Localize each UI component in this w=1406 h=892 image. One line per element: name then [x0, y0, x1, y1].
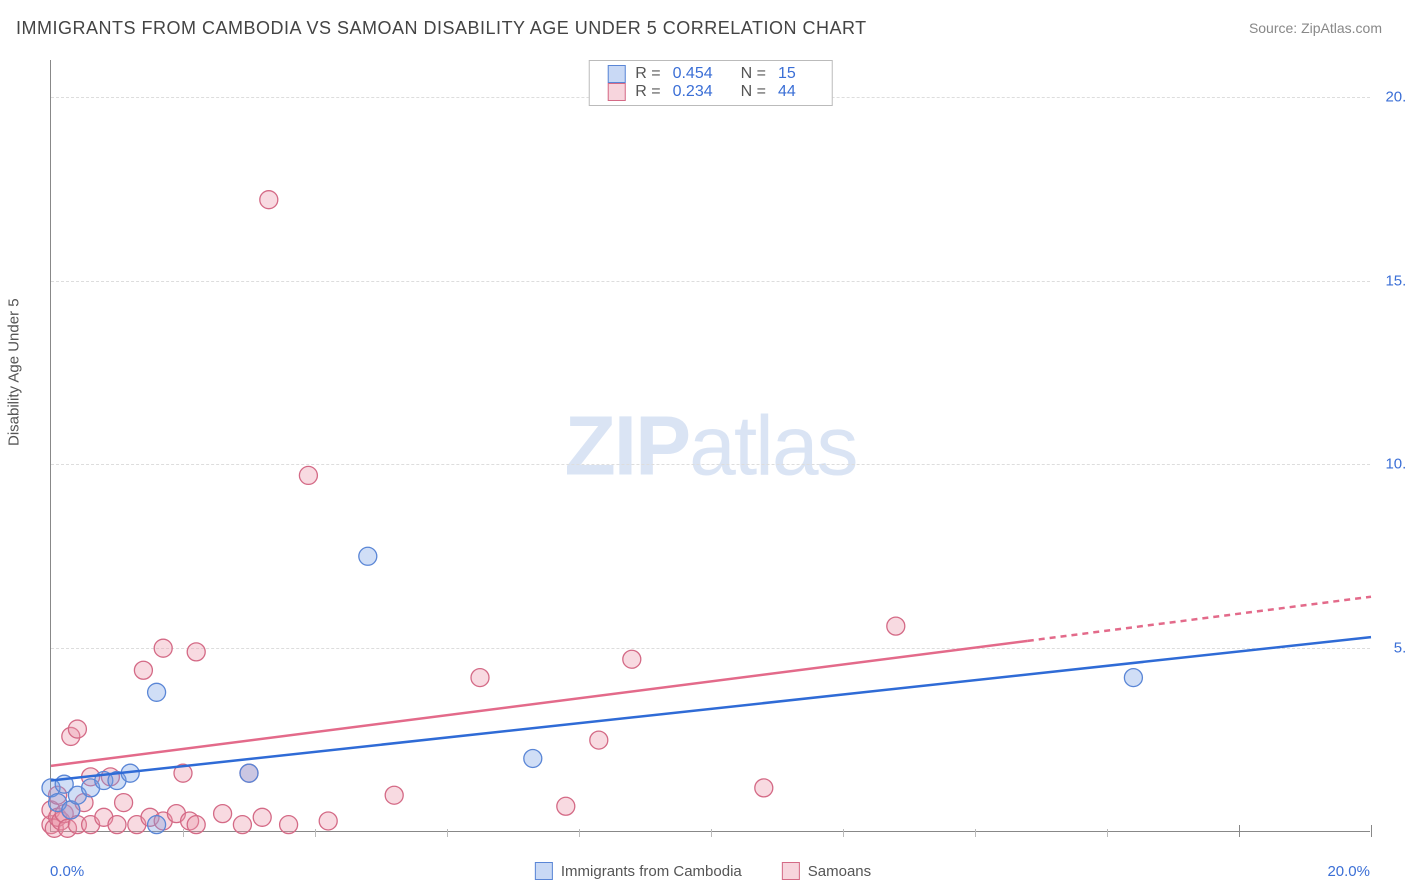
data-point: [755, 779, 773, 797]
n-label: N =: [741, 83, 766, 101]
data-point: [887, 617, 905, 635]
data-point: [148, 683, 166, 701]
data-point: [115, 794, 133, 812]
r-label: R =: [635, 83, 660, 101]
xtick-major: [1371, 825, 1372, 837]
stats-legend: R = 0.454 N = 15 R = 0.234 N = 44: [588, 60, 833, 106]
legend-label-blue: Immigrants from Cambodia: [561, 863, 742, 880]
n-label: N =: [741, 65, 766, 83]
legend-item-blue: Immigrants from Cambodia: [535, 862, 742, 880]
yaxis-label: Disability Age Under 5: [6, 298, 23, 446]
data-point: [280, 816, 298, 834]
swatch-pink: [607, 83, 625, 101]
data-point: [557, 797, 575, 815]
ytick-label: 15.0%: [1385, 272, 1406, 289]
plot-area: ZIPatlas 5.0%10.0%15.0%20.0% R = 0.454 N…: [50, 60, 1370, 832]
data-point: [590, 731, 608, 749]
ytick-label: 10.0%: [1385, 456, 1406, 473]
legend-item-pink: Samoans: [782, 862, 871, 880]
data-point: [148, 816, 166, 834]
chart-title: IMMIGRANTS FROM CAMBODIA VS SAMOAN DISAB…: [16, 18, 867, 39]
data-point: [154, 639, 172, 657]
data-point: [385, 786, 403, 804]
data-point: [187, 816, 205, 834]
data-point: [187, 643, 205, 661]
n-value-blue: 15: [778, 65, 796, 83]
data-point: [134, 661, 152, 679]
data-point: [299, 466, 317, 484]
data-point: [108, 816, 126, 834]
data-point: [260, 191, 278, 209]
ytick-label: 20.0%: [1385, 88, 1406, 105]
stats-row-pink: R = 0.234 N = 44: [607, 83, 814, 101]
xaxis-label-left: 0.0%: [50, 863, 84, 880]
data-point: [1124, 669, 1142, 687]
n-value-pink: 44: [778, 83, 796, 101]
swatch-blue: [535, 862, 553, 880]
data-point: [319, 812, 337, 830]
r-value-pink: 0.234: [673, 83, 713, 101]
data-point: [471, 669, 489, 687]
swatch-pink: [782, 862, 800, 880]
data-point: [214, 805, 232, 823]
scatter-svg: [51, 60, 1370, 831]
data-point: [524, 749, 542, 767]
legend-label-pink: Samoans: [808, 863, 871, 880]
source-label: Source: ZipAtlas.com: [1249, 20, 1382, 36]
data-point: [623, 650, 641, 668]
r-label: R =: [635, 65, 660, 83]
r-value-blue: 0.454: [673, 65, 713, 83]
swatch-blue: [607, 65, 625, 83]
ytick-label: 5.0%: [1394, 640, 1406, 657]
series-legend: Immigrants from Cambodia Samoans: [535, 862, 871, 880]
trend-line: [1028, 597, 1371, 641]
data-point: [359, 547, 377, 565]
stats-row-blue: R = 0.454 N = 15: [607, 65, 814, 83]
trend-line: [51, 637, 1371, 780]
xaxis-label-right: 20.0%: [1327, 863, 1370, 880]
data-point: [233, 816, 251, 834]
data-point: [253, 808, 271, 826]
data-point: [68, 720, 86, 738]
data-point: [240, 764, 258, 782]
